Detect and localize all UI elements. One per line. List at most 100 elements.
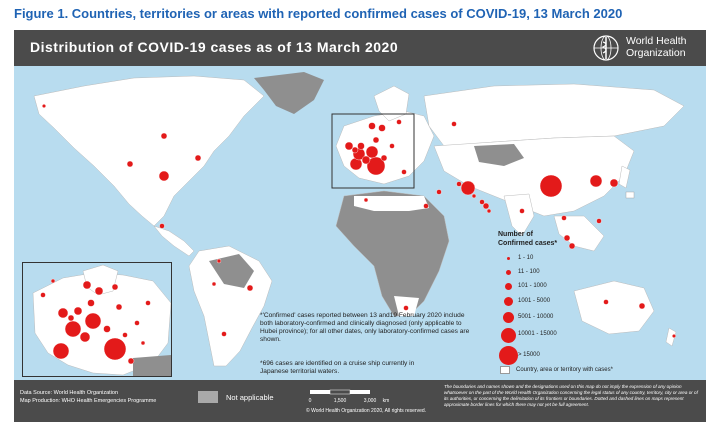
map-header: Distribution of COVID-19 cases as of 13 … <box>14 30 706 66</box>
case-bubble-icon <box>505 283 512 290</box>
case-bubble-icon <box>507 257 510 260</box>
southeast-asia <box>553 215 605 252</box>
scale-bar: 0 1,500 3,000 km <box>309 389 390 404</box>
legend-title: Number of Confirmed cases* <box>498 230 557 248</box>
case-bubble-israel <box>436 189 442 195</box>
case-bubble-icon <box>506 270 511 275</box>
case-bubble-denmark <box>372 136 380 144</box>
who-name-line2: Organization <box>626 47 686 59</box>
case-bubble-new-zealand <box>672 334 677 339</box>
case-bubbles <box>42 104 677 339</box>
case-bubble-chile <box>221 331 227 337</box>
case-bubble-singapore <box>568 242 576 250</box>
disclaimer: The boundaries and names shown and the d… <box>444 384 698 407</box>
case-bubble-poland <box>389 143 395 149</box>
case-bubble-alaska <box>42 104 47 109</box>
who-emblem-icon <box>593 35 619 61</box>
case-bubble-finland <box>396 119 402 125</box>
case-bubble-greece <box>401 169 407 175</box>
russia <box>423 83 685 147</box>
case-bubble-india <box>519 208 525 214</box>
case-bubble-algeria <box>363 197 369 203</box>
case-bubble-bahrain <box>479 199 485 205</box>
legend-title-line2: Confirmed cases* <box>498 240 558 247</box>
north-america <box>33 75 265 227</box>
central-america <box>153 225 195 257</box>
case-bubble-belgium <box>351 146 359 154</box>
central-asia-na <box>474 144 524 166</box>
legend-class-4: 1001 - 5000 <box>476 295 566 309</box>
case-bubble-south-africa <box>403 305 409 311</box>
legend-class-label: 101 - 1000 <box>518 283 547 289</box>
scale-label-0: 0 <box>309 398 312 404</box>
not-applicable-label: Not applicable <box>226 393 274 402</box>
europe-inset-map <box>32 264 171 376</box>
legend-class-3: 101 - 1000 <box>476 280 566 294</box>
europe-inset[interactable] <box>22 262 172 377</box>
case-bubble-icon <box>504 297 513 306</box>
map-footer: Data Source: World Health Organization M… <box>14 380 706 422</box>
map-production: Map Production: WHO Health Emergencies P… <box>20 398 157 404</box>
copyright: © World Health Organization 2020, All ri… <box>306 408 427 414</box>
case-bubble-italy <box>366 156 386 176</box>
new-zealand <box>665 327 677 347</box>
case-bubble-peru <box>211 281 217 287</box>
case-bubble-usa <box>158 170 170 182</box>
south-america <box>188 245 273 367</box>
greenland <box>254 72 324 114</box>
case-bubble-malaysia <box>563 234 571 242</box>
legend-class-2: 11 - 100 <box>476 266 566 280</box>
case-bubble-philippines <box>596 218 602 224</box>
legend-class-label: 1001 - 5000 <box>518 298 551 304</box>
case-bubble-canada <box>160 132 168 140</box>
case-bubble-russia <box>451 121 457 127</box>
europe-inset-box <box>331 113 415 189</box>
cruise-ship-swatch <box>500 366 510 374</box>
map-frame[interactable]: Distribution of COVID-19 cases as of 13 … <box>14 30 706 422</box>
case-bubble-thailand <box>561 215 567 221</box>
case-bubble-uk <box>344 141 354 151</box>
scale-unit: km <box>383 398 390 404</box>
not-applicable-swatch <box>198 391 218 403</box>
cruise-note: *696 cases are identified on a cruise sh… <box>260 360 415 375</box>
case-bubble-germany <box>365 145 379 159</box>
legend-class-7: > 15000 <box>476 346 566 366</box>
asia <box>433 135 635 217</box>
case-bubble-iran <box>460 180 476 196</box>
japan <box>618 165 631 189</box>
case-bubble-canada-2 <box>194 154 202 162</box>
case-bubble-iraq <box>456 181 462 187</box>
legend-class-label: 11 - 100 <box>518 269 540 275</box>
legend-class-label: 1 - 10 <box>518 255 534 261</box>
case-bubble-icon <box>503 312 514 323</box>
legend-class-label: 5001 - 10000 <box>518 314 554 320</box>
legend-ship-label: Country, area or territory with cases* <box>516 367 613 373</box>
case-bubble-egypt <box>423 203 429 209</box>
data-source: Data Source: World Health Organization <box>20 390 119 396</box>
who-name-line1: World Health <box>626 35 687 47</box>
north-africa-affected <box>354 196 429 211</box>
confirmed-note: *'Confirmed' cases reported between 13 a… <box>260 312 470 343</box>
legend-class-1: 1 - 10 <box>476 252 566 266</box>
legend-class-label: > 15000 <box>518 352 540 358</box>
scale-label-2: 3,000 <box>364 398 377 404</box>
case-bubble-norway <box>368 122 376 130</box>
legend-class-5: 5001 - 10000 <box>476 311 566 325</box>
case-bubble-mexico <box>159 223 165 229</box>
cruise-ship-marker <box>625 191 635 199</box>
case-bubble-colombia <box>216 258 222 264</box>
case-bubble-kuwait <box>471 193 477 199</box>
case-bubble-brazil <box>246 284 254 292</box>
australia <box>573 280 655 335</box>
case-bubble-australia <box>638 302 646 310</box>
case-bubble-netherlands <box>357 142 365 150</box>
case-bubble-australia-2 <box>603 299 609 305</box>
case-bubble-icon <box>499 346 518 365</box>
case-bubble-austria <box>380 154 388 162</box>
case-bubble-icon <box>501 328 516 343</box>
case-bubble-japan <box>609 178 619 188</box>
map-title: Distribution of COVID-19 cases as of 13 … <box>30 39 399 55</box>
scale-label-1: 1,500 <box>334 398 347 404</box>
africa <box>335 190 450 317</box>
world-map[interactable] <box>14 66 706 380</box>
